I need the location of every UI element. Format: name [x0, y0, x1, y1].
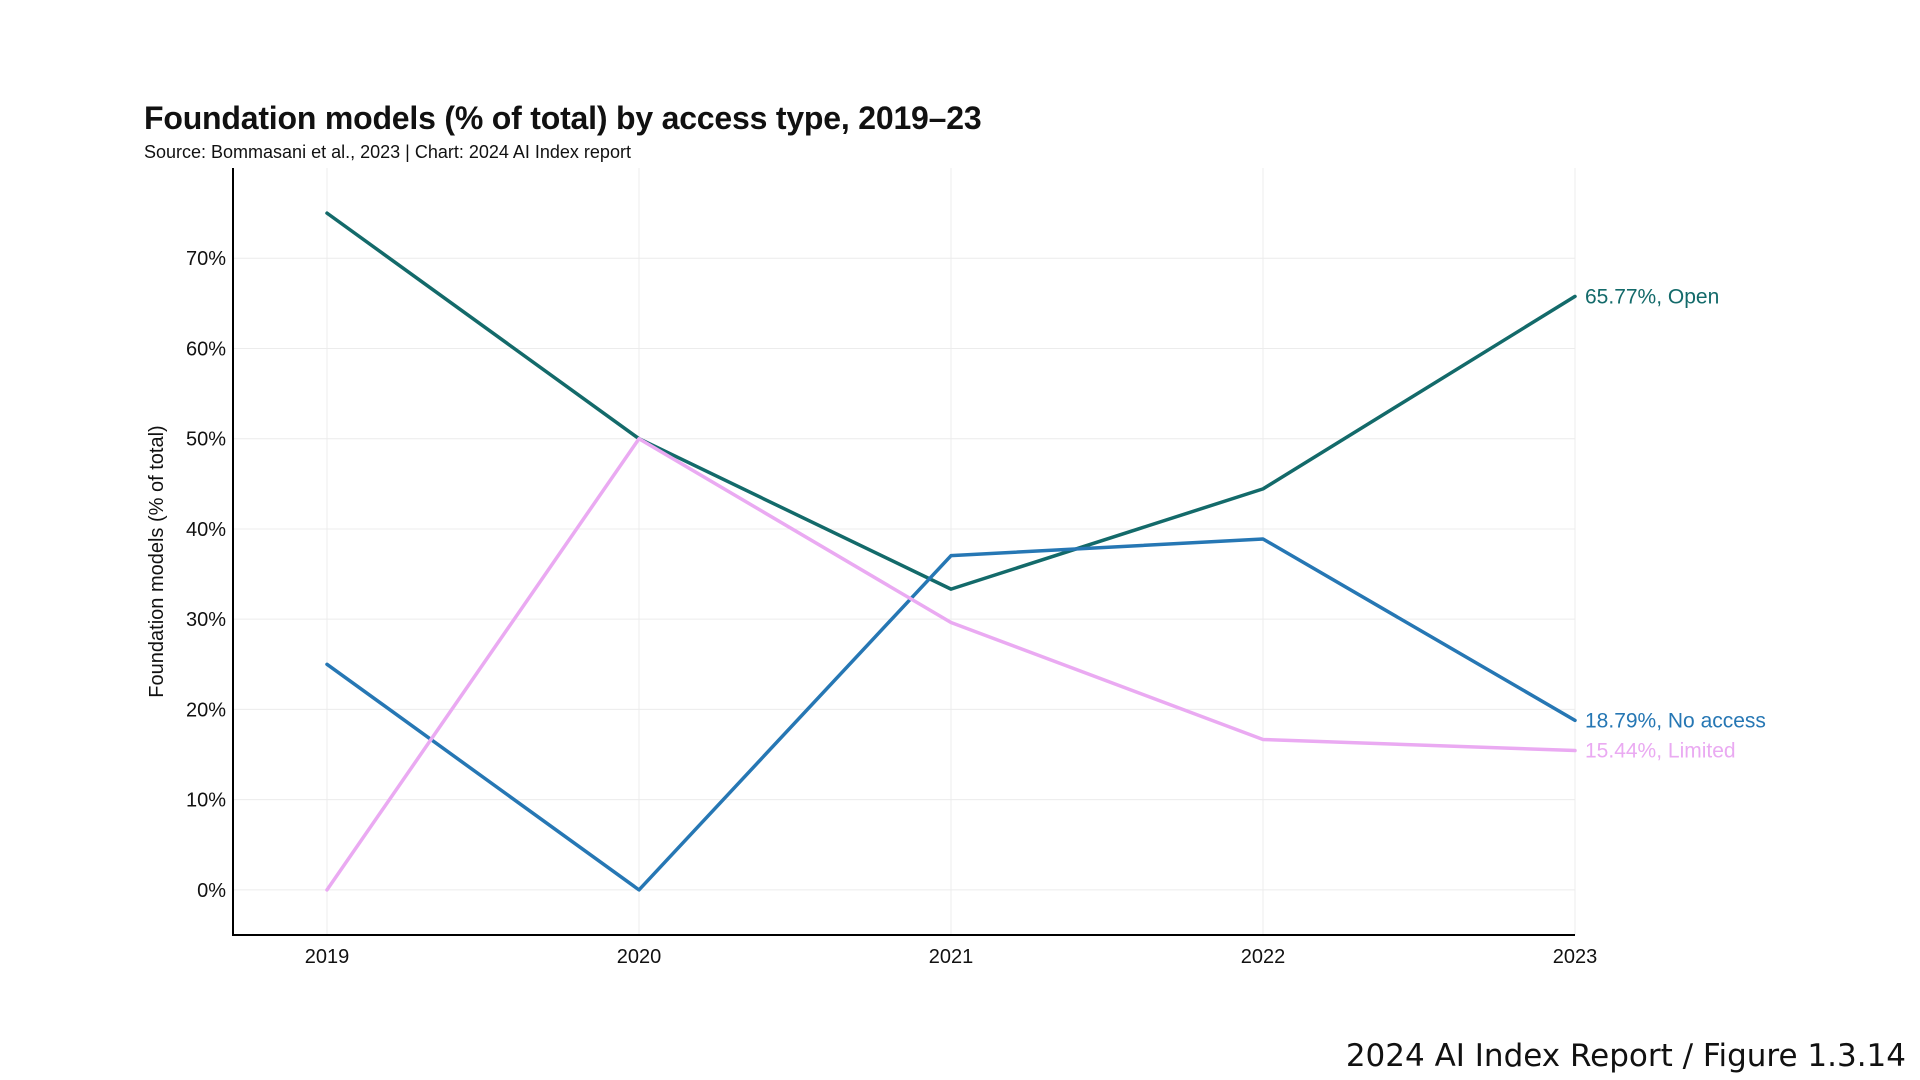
y-tick-label: 60% — [186, 338, 226, 360]
figure-caption: 2024 AI Index Report / Figure 1.3.14 — [1345, 1038, 1906, 1074]
y-tick-label: 30% — [186, 609, 226, 631]
x-tick-label: 2021 — [929, 946, 974, 968]
y-tick-label: 40% — [186, 519, 226, 541]
series-line-limited — [325, 436, 1577, 892]
chart-title: Foundation models (% of total) by access… — [144, 100, 982, 136]
tick-labels: 0% 10% 20% 30% 40% 50% 60% 70% 2019 2020 2021 2022 2… — [186, 248, 1597, 968]
series-line-open — [325, 211, 1577, 591]
gridlines — [233, 168, 1576, 935]
y-tick-label: 10% — [186, 790, 226, 812]
y-tick-label: 50% — [186, 429, 226, 451]
end-label-no-access: 18.79%, No access — [1585, 709, 1766, 732]
chart-subtitle: Source: Bommasani et al., 2023 | Chart: … — [144, 142, 631, 162]
x-tick-label: 2019 — [305, 946, 350, 968]
end-label-limited: 15.44%, Limited — [1585, 740, 1736, 763]
y-tick-label: 70% — [186, 248, 226, 270]
axes — [232, 168, 1575, 936]
end-label-open: 65.77%, Open — [1585, 285, 1719, 308]
y-axis-title: Foundation models (% of total) — [146, 425, 168, 697]
x-tick-label: 2022 — [1241, 946, 1286, 968]
y-tick-label: 20% — [186, 699, 226, 721]
series-lines — [325, 211, 1577, 892]
y-tick-label: 0% — [197, 880, 226, 902]
x-tick-label: 2020 — [617, 946, 662, 968]
end-labels: 65.77%, Open 18.79%, No access 15.44%, Lim… — [1585, 285, 1766, 762]
series-line-no-access — [325, 537, 1577, 892]
x-tick-label: 2023 — [1553, 946, 1598, 968]
